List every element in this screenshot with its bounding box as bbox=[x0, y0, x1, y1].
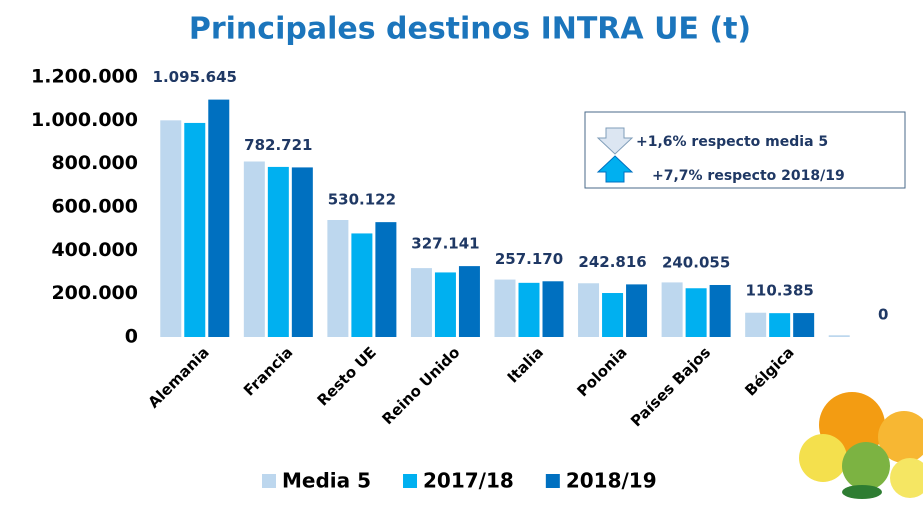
value-label: 240.055 bbox=[662, 253, 730, 271]
bar bbox=[602, 293, 623, 337]
bar bbox=[184, 123, 205, 337]
bar bbox=[160, 120, 181, 337]
x-tick-label: Francia bbox=[240, 343, 296, 399]
page: Principales destinos INTRA UE (t) +1,6% … bbox=[0, 0, 923, 505]
bar bbox=[519, 283, 540, 337]
value-label: 327.141 bbox=[411, 235, 479, 253]
legend-swatch bbox=[546, 474, 560, 488]
bar bbox=[626, 284, 647, 337]
legend-label: Media 5 bbox=[282, 469, 371, 493]
annotation: +1,6% respecto media 5 bbox=[636, 134, 828, 150]
chart-title: Principales destinos INTRA UE (t) bbox=[189, 12, 751, 47]
bar bbox=[745, 313, 766, 337]
bar bbox=[793, 313, 814, 337]
annotation: +7,7% respecto 2018/19 bbox=[652, 168, 845, 184]
bar bbox=[268, 167, 289, 337]
bar bbox=[662, 282, 683, 337]
bar bbox=[459, 266, 480, 337]
value-label: 0 bbox=[878, 306, 888, 324]
y-tick-label: 1.200.000 bbox=[31, 66, 138, 88]
legend-swatch bbox=[262, 474, 276, 488]
y-tick-label: 0 bbox=[125, 326, 138, 348]
bar bbox=[375, 222, 396, 337]
y-tick-label: 800.000 bbox=[51, 152, 138, 174]
value-label: 257.170 bbox=[495, 250, 563, 268]
legend-label: 2018/19 bbox=[566, 469, 657, 493]
bar bbox=[769, 313, 790, 337]
x-tick-label: Resto UE bbox=[314, 343, 380, 409]
x-tick-label: Países Bajos bbox=[627, 343, 714, 430]
bar bbox=[351, 233, 372, 337]
x-tick-label: Italia bbox=[504, 343, 547, 386]
bar bbox=[495, 280, 516, 337]
y-tick-label: 400.000 bbox=[51, 239, 138, 261]
bar bbox=[578, 283, 599, 337]
bar bbox=[208, 100, 229, 337]
bar bbox=[710, 285, 731, 337]
fruit-decoration bbox=[799, 392, 923, 499]
bar bbox=[543, 281, 564, 337]
bar bbox=[327, 220, 348, 337]
x-tick-label: Bélgica bbox=[741, 343, 797, 399]
bar bbox=[411, 268, 432, 337]
bar bbox=[244, 162, 265, 338]
value-label: 242.816 bbox=[578, 253, 646, 271]
x-tick-label: Alemania bbox=[144, 343, 212, 411]
value-label: 1.095.645 bbox=[153, 68, 237, 86]
bar bbox=[292, 167, 313, 337]
x-tick-label: Polonia bbox=[574, 343, 631, 400]
y-tick-label: 1.000.000 bbox=[31, 109, 138, 131]
value-label: 782.721 bbox=[244, 136, 312, 154]
y-tick-label: 200.000 bbox=[51, 282, 138, 304]
chart: Principales destinos INTRA UE (t) +1,6% … bbox=[0, 0, 923, 505]
x-tick-label: Reino Unido bbox=[379, 343, 464, 428]
bar bbox=[686, 288, 707, 337]
legend-label: 2017/18 bbox=[423, 469, 514, 493]
bar bbox=[829, 335, 850, 337]
y-tick-label: 600.000 bbox=[51, 196, 138, 218]
value-label: 110.385 bbox=[746, 282, 814, 300]
legend-swatch bbox=[403, 474, 417, 488]
value-label: 530.122 bbox=[328, 191, 396, 209]
bar bbox=[435, 272, 456, 337]
